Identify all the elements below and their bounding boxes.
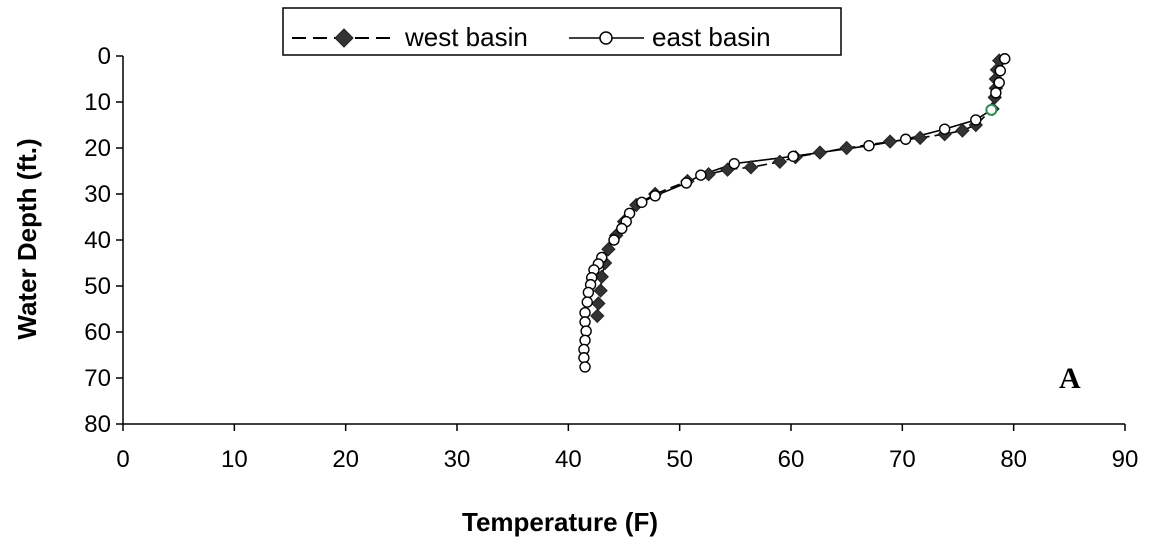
- west-basin-point: [594, 269, 609, 285]
- y-tick-label: 80: [84, 411, 111, 438]
- east-basin-point: [899, 133, 912, 145]
- west-basin-legend-marker: [334, 28, 354, 48]
- x-tick-label: 0: [116, 446, 129, 473]
- y-tick-label: 10: [84, 89, 111, 116]
- east-basin-point: [999, 53, 1011, 65]
- x-tick-label: 60: [778, 446, 805, 473]
- east-basin-point: [616, 222, 628, 235]
- east-basin-point: [938, 123, 951, 135]
- west-basin-point: [882, 134, 898, 149]
- west-basin-point: [601, 241, 616, 257]
- x-tick-label: 70: [889, 446, 916, 473]
- y-tick-label: 30: [84, 181, 111, 208]
- y-tick-label: 0: [98, 43, 111, 70]
- y-axis-title: Water Depth (ft.): [12, 138, 42, 339]
- west-basin-point: [743, 160, 759, 175]
- west-basin-point: [772, 154, 788, 170]
- east-basin-point: [579, 316, 591, 328]
- east-basin-point: [580, 325, 592, 337]
- east-basin-point: [728, 157, 740, 170]
- y-tick-label: 40: [84, 227, 111, 254]
- panel-label: A: [1059, 362, 1081, 395]
- y-axis-ticks: 0 10 20 30 40 50 60 70 80: [84, 43, 123, 438]
- legend-item-east-basin: east basin: [569, 22, 771, 52]
- x-tick-label: 30: [444, 446, 471, 473]
- west-basin-point: [955, 123, 970, 138]
- x-tick-label: 50: [666, 446, 693, 473]
- east-basin-point: [787, 150, 799, 162]
- y-tick-label: 20: [84, 135, 111, 162]
- east-basin-point: [608, 234, 620, 246]
- east-basin-point: [990, 87, 1002, 99]
- east-basin-point: [985, 103, 998, 116]
- west-basin-point: [591, 296, 606, 311]
- east-basin-legend-label: east basin: [652, 22, 771, 52]
- x-tick-label: 90: [1112, 446, 1139, 473]
- east-basin-point: [970, 114, 982, 126]
- east-basin-point: [636, 196, 648, 208]
- x-tick-label: 10: [221, 446, 248, 473]
- west-basin-point: [912, 130, 928, 146]
- east-basin-point: [993, 76, 1005, 89]
- east-basin-point: [695, 169, 707, 181]
- west-basin-point: [812, 145, 828, 160]
- west-basin-point: [839, 140, 854, 156]
- legend: west basin east basin: [282, 7, 842, 56]
- legend-box: [282, 7, 842, 56]
- east-basin-point: [579, 361, 591, 373]
- x-tick-label: 20: [332, 446, 359, 473]
- x-axis-title: Temperature (F): [462, 507, 658, 537]
- west-basin-legend-label: west basin: [404, 22, 528, 52]
- west-basin-line: [596, 60, 1000, 316]
- west-basin-point: [590, 308, 605, 324]
- east-basin-points: [578, 53, 1011, 373]
- x-tick-label: 40: [555, 446, 582, 473]
- east-basin-point: [649, 190, 661, 202]
- east-basin-point: [863, 139, 875, 152]
- x-axis-ticks: 0 10 20 30 40 50 60 70 80 90: [116, 424, 1138, 473]
- east-basin-point: [582, 286, 595, 299]
- y-tick-label: 60: [84, 319, 111, 346]
- east-basin-point: [578, 352, 590, 364]
- east-basin-point: [581, 296, 593, 308]
- east-basin-legend-marker: [599, 31, 613, 45]
- legend-item-west-basin: west basin: [292, 22, 528, 52]
- east-basin-line: [583, 58, 1006, 368]
- east-basin-point: [994, 65, 1007, 77]
- west-basin-point: [593, 283, 608, 298]
- west-basin-points: [590, 53, 1007, 324]
- y-tick-label: 50: [84, 273, 111, 300]
- east-basin-point: [680, 177, 693, 189]
- plot-area: [578, 53, 1011, 373]
- east-basin-point: [579, 306, 591, 319]
- y-tick-label: 70: [84, 365, 111, 392]
- x-tick-label: 80: [1000, 446, 1027, 473]
- east-basin-point: [579, 334, 591, 346]
